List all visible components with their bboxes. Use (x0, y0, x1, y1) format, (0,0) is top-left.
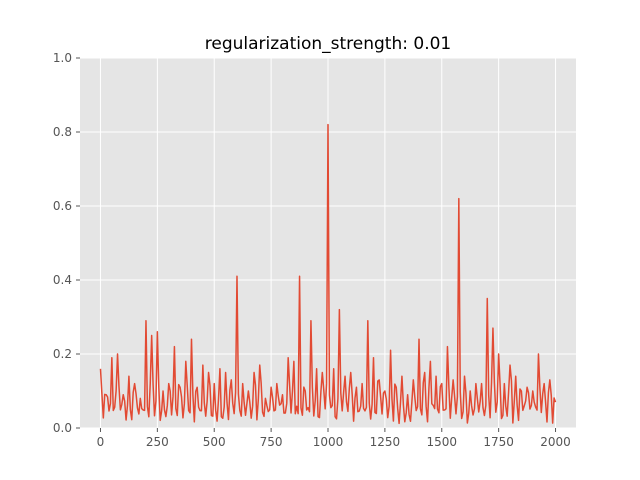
series-layer (99, 123, 557, 425)
chart-title: regularization_strength: 0.01 (205, 34, 451, 54)
x-axis: 0 250 500 750 1000 1250 1500 1750 2000 (97, 428, 571, 449)
y-tick-label: 0.2 (53, 347, 72, 361)
x-tick-label: 1000 (313, 435, 344, 449)
x-tick-label: 750 (260, 435, 283, 449)
x-tick-label: 1750 (483, 435, 514, 449)
y-tick-label: 1.0 (53, 51, 72, 65)
x-tick-label: 1500 (426, 435, 457, 449)
y-axis: 0.0 0.2 0.4 0.6 0.8 1.0 (53, 51, 80, 435)
y-tick-label: 0.4 (53, 273, 72, 287)
x-tick-label: 2000 (540, 435, 571, 449)
x-tick-label: 0 (97, 435, 105, 449)
x-tick-label: 500 (203, 435, 226, 449)
x-tick-label: 1250 (370, 435, 401, 449)
y-tick-label: 0.6 (53, 199, 72, 213)
y-tick-label: 0.8 (53, 125, 72, 139)
series-line (99, 123, 557, 425)
y-tick-label: 0.0 (53, 421, 72, 435)
x-tick-label: 250 (146, 435, 169, 449)
